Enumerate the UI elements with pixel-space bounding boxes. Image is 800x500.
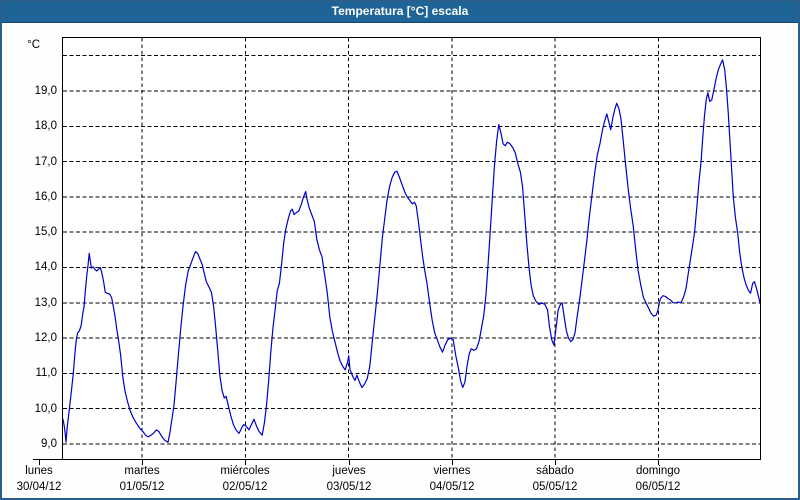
- y-tick-label: 12,0: [34, 332, 57, 345]
- y-tick-label: 17,0: [34, 155, 57, 168]
- plot-area: [62, 37, 761, 460]
- window-title: Temperatura [°C] escala: [331, 4, 469, 18]
- day-label: miércoles 02/05/12: [195, 463, 295, 495]
- temperature-line-chart: [63, 38, 760, 459]
- y-tick-label: 15,0: [34, 226, 57, 239]
- day-name: miércoles: [220, 465, 270, 477]
- day-date: 06/05/12: [635, 481, 681, 493]
- day-label: viernes 04/05/12: [402, 463, 502, 495]
- day-name: viernes: [433, 465, 471, 477]
- y-tick-label: 9,0: [41, 437, 57, 450]
- day-date: 03/05/12: [326, 481, 372, 493]
- day-date: 01/05/12: [119, 481, 165, 493]
- day-date: 02/05/12: [222, 481, 268, 493]
- day-name: jueves: [332, 465, 366, 477]
- day-name: martes: [124, 465, 160, 477]
- y-tick-label: 18,0: [34, 120, 57, 133]
- day-date: 30/04/12: [16, 481, 62, 493]
- day-label: martes 01/05/12: [92, 463, 192, 495]
- y-tick-label: 16,0: [34, 190, 57, 203]
- y-axis-unit-label: °C: [27, 39, 40, 51]
- x-tick-mark: [452, 460, 453, 465]
- day-label: sábado 05/05/12: [505, 463, 605, 495]
- x-tick-mark: [245, 460, 246, 465]
- day-name: lunes: [25, 465, 53, 477]
- day-label: domingo 06/05/12: [608, 463, 708, 495]
- day-date: 04/05/12: [429, 481, 475, 493]
- x-tick-mark: [349, 460, 350, 465]
- day-label: lunes 30/04/12: [0, 463, 89, 495]
- y-tick-label: 10,0: [34, 402, 57, 415]
- day-date: 05/05/12: [532, 481, 578, 493]
- temperature-series-line: [63, 59, 760, 443]
- y-tick-label: 11,0: [35, 367, 57, 380]
- y-tick-label: 14,0: [34, 261, 57, 274]
- window-titlebar: Temperatura [°C] escala: [0, 0, 800, 23]
- y-tick-label: 13,0: [34, 296, 57, 309]
- x-tick-mark: [555, 460, 556, 465]
- day-name: domingo: [635, 465, 681, 477]
- x-axis-extension: [33, 459, 63, 460]
- y-tick-label: 19,0: [34, 84, 57, 97]
- x-tick-mark: [142, 460, 143, 465]
- day-name: sábado: [536, 465, 574, 477]
- x-tick-mark: [658, 460, 659, 465]
- x-tick-mark: [39, 460, 40, 465]
- day-label: jueves 03/05/12: [299, 463, 399, 495]
